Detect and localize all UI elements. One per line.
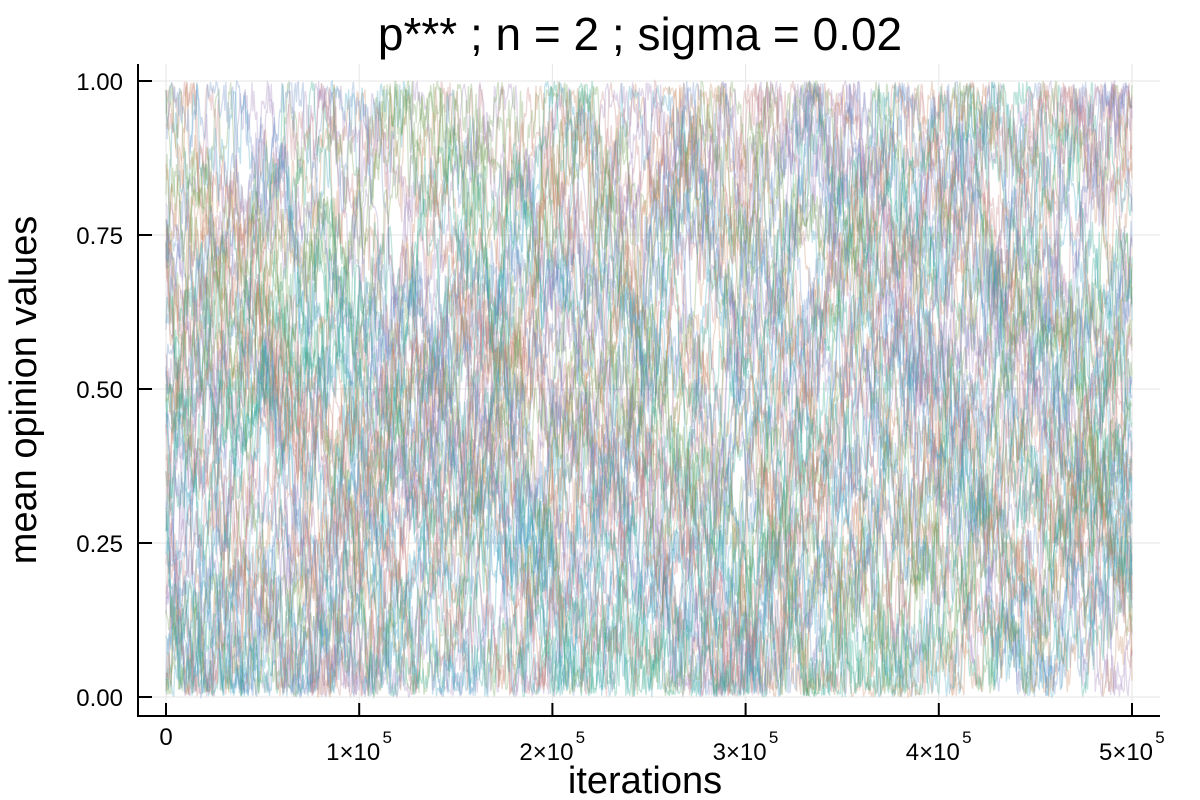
series-line <box>165 131 1133 696</box>
series-line <box>165 348 1133 697</box>
series-line <box>165 223 1133 697</box>
x-tick-exponent: 5 <box>769 728 778 747</box>
series-line <box>165 80 1133 698</box>
chart-title: p*** ; n = 2 ; sigma = 0.02 <box>378 8 902 60</box>
y-axis-label: mean opinion values <box>3 216 45 565</box>
series-line <box>165 83 1133 645</box>
data-series <box>165 78 1133 700</box>
series-line <box>165 133 1133 698</box>
series-line <box>165 83 1133 695</box>
x-tick-label: 2×10 <box>519 739 573 766</box>
series-line <box>165 81 1133 697</box>
series-line <box>165 80 1132 693</box>
x-tick-label: 4×10 <box>906 739 960 766</box>
x-tick-exponent: 5 <box>382 728 391 747</box>
series-line <box>165 125 1133 696</box>
series-line <box>165 81 1133 697</box>
series-line <box>165 287 1133 699</box>
series-line <box>165 83 1133 699</box>
series-line <box>165 81 1133 473</box>
x-tick-exponent: 5 <box>576 728 585 747</box>
series-line <box>165 81 1133 697</box>
x-tick-label: 3×10 <box>713 739 767 766</box>
series-line <box>165 83 1133 697</box>
grid-lines <box>138 64 1160 716</box>
y-tick-label: 0.50 <box>76 377 123 404</box>
y-axis-ticks: 0.00 0.25 0.50 0.75 1.00 <box>76 69 152 712</box>
y-tick-label: 0.25 <box>76 531 123 558</box>
series-line <box>165 83 1133 698</box>
y-tick-label: 0.75 <box>76 223 123 250</box>
series-line <box>165 80 1133 695</box>
series-line <box>165 80 1133 519</box>
series-line <box>165 140 1133 696</box>
series-line <box>165 143 1133 700</box>
series-line <box>165 112 1133 698</box>
series-line <box>165 79 1133 514</box>
series-line <box>165 105 1133 696</box>
series-line <box>165 152 1133 697</box>
series-line <box>165 82 1133 700</box>
series-line <box>165 83 1133 697</box>
series-line <box>165 81 1133 697</box>
series-line <box>165 78 1133 699</box>
series-line <box>165 83 1133 698</box>
plot-axes <box>137 64 1160 717</box>
series-line <box>165 251 1133 697</box>
x-tick-label: 0 <box>159 724 172 751</box>
series-line <box>165 80 1133 695</box>
series-line <box>165 87 1133 697</box>
x-tick-exponent: 5 <box>962 728 971 747</box>
series-line <box>165 115 1133 698</box>
y-tick-label: 0.00 <box>76 685 123 712</box>
series-line <box>165 81 1133 696</box>
series-line <box>165 88 1133 697</box>
series-line <box>165 81 1133 641</box>
series-line <box>165 81 1133 698</box>
x-tick-label: 5×10 <box>1099 739 1153 766</box>
series-line <box>165 81 1133 698</box>
series-line <box>165 205 1133 698</box>
series-line <box>165 80 1133 693</box>
series-line <box>165 80 1133 697</box>
series-line <box>165 79 1133 699</box>
series-line <box>165 91 1133 697</box>
series-line <box>165 245 1133 697</box>
series-line <box>165 79 1133 697</box>
series-line <box>165 80 1133 532</box>
x-axis-label: iterations <box>568 760 722 800</box>
series-line <box>165 79 1133 607</box>
series-line <box>165 83 1133 696</box>
y-tick-label: 1.00 <box>76 69 123 96</box>
series-line <box>165 81 1133 697</box>
series-line <box>165 79 1133 532</box>
series-line <box>165 123 1133 699</box>
x-tick-label: 1×10 <box>326 739 380 766</box>
series-line <box>165 83 1133 694</box>
series-line <box>165 82 1133 699</box>
series-line <box>165 81 1133 695</box>
series-line <box>165 81 1133 697</box>
series-line <box>165 96 1133 698</box>
x-tick-exponent: 5 <box>1155 728 1164 747</box>
series-line <box>165 123 1133 696</box>
series-line <box>165 209 1133 698</box>
series-line <box>165 82 1133 697</box>
